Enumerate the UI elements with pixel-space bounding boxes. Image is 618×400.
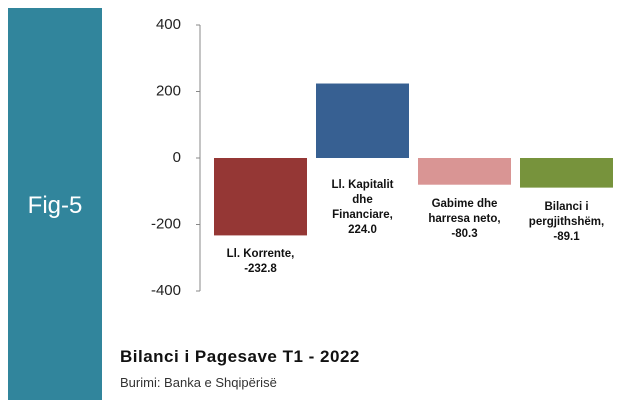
category-label: Ll. Korrente, (226, 248, 295, 261)
bar (418, 158, 511, 185)
value-label: -232.8 (244, 263, 277, 276)
bar (520, 158, 613, 188)
data-label: Ll. Korrente, -232.8 (213, 247, 308, 277)
category-label: Ll. Kapitalit dhe Financiare, (331, 179, 394, 221)
y-tick-label: 400 (156, 16, 181, 33)
value-label: -80.3 (451, 227, 478, 240)
data-label: Ll. Kapitalit dhe Financiare, 224.0 (323, 178, 403, 238)
source: Burimi: Banka e Shqipërisë (120, 375, 277, 390)
value-label: -89.1 (553, 230, 580, 243)
y-tick-label: -400 (151, 282, 181, 299)
category-label: Gabime dhe harresa neto, (428, 197, 501, 225)
chart-title: Bilanci i Pagesave T1 - 2022 (120, 347, 360, 366)
y-tick-label: -200 (151, 215, 181, 232)
data-label: Bilanci i pergjithshëm, -89.1 (523, 200, 611, 245)
value-label: 224.0 (348, 224, 377, 236)
bar (316, 83, 409, 158)
data-label: Gabime dhe harresa neto, -80.3 (425, 197, 505, 242)
y-tick-label: 0 (173, 149, 181, 166)
fig-label: Fig-5 (27, 192, 83, 219)
y-tick-label: 200 (156, 82, 181, 99)
category-label: Bilanci i pergjithshëm, (528, 200, 605, 228)
bar (214, 158, 307, 236)
side-bar: Fig-5 (8, 8, 102, 400)
